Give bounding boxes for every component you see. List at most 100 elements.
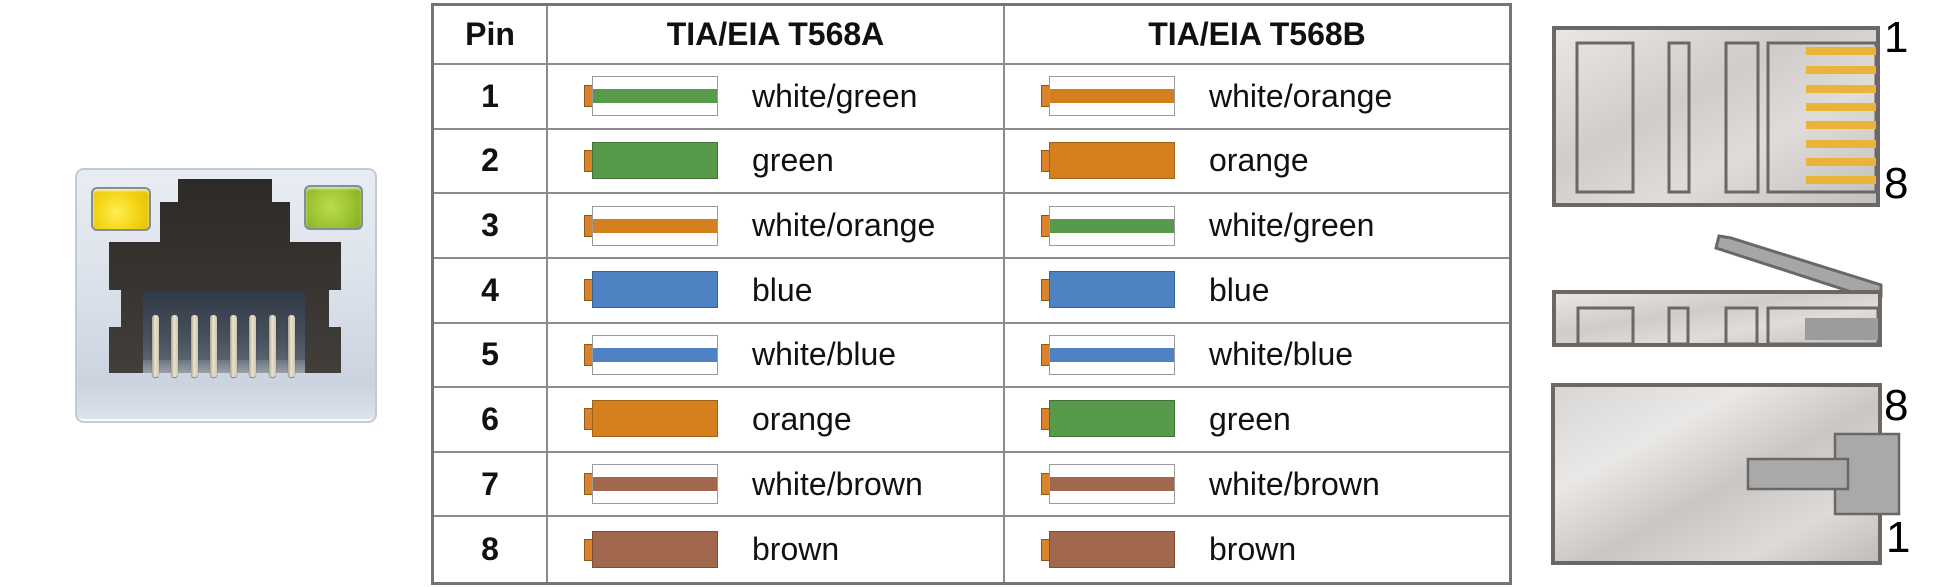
wire-label: blue — [752, 271, 813, 308]
rj45-jack-front-illustration — [75, 168, 377, 423]
wire-label: white/green — [1209, 207, 1375, 244]
pin-number-cell: 5 — [434, 323, 548, 389]
wire-stripe — [1050, 477, 1174, 492]
plug-latch-lever — [1714, 234, 1883, 298]
rj45-plug-bottom-view — [1551, 383, 1901, 565]
wire-color-bar — [1049, 271, 1175, 309]
rj45-plug-side-view — [1552, 234, 1883, 347]
wire-color-bar — [592, 400, 718, 438]
wire-label: orange — [1209, 142, 1309, 179]
wire-swatch-green — [584, 141, 718, 181]
wire-stripe — [593, 89, 717, 104]
jack-pin — [171, 315, 179, 377]
t568b-wire-cell: white/green — [1005, 194, 1509, 259]
wire-swatch-white-orange — [1041, 76, 1175, 117]
wire-label: white/blue — [1209, 336, 1354, 373]
jack-yellow-led — [91, 187, 151, 231]
pin-number-cell: 1 — [434, 65, 548, 130]
t568a-wire-cell: white/brown — [548, 452, 1005, 518]
wire-color-bar — [592, 76, 718, 117]
t568b-wire-cell: green — [1005, 388, 1509, 453]
wire-swatch-white-brown — [584, 464, 718, 505]
jack-pin — [210, 315, 218, 377]
wire-label: brown — [1209, 531, 1297, 568]
t568b-wire-cell: white/blue — [1005, 324, 1509, 389]
t568a-wire-cell: green — [548, 129, 1005, 195]
pin-number-cell: 4 — [434, 258, 548, 324]
wire-swatch-white-green — [584, 76, 718, 117]
wire-swatch-orange — [584, 399, 718, 439]
wire-swatch-brown — [1041, 530, 1175, 570]
jack-pin — [249, 315, 257, 377]
wire-label: white/green — [752, 77, 918, 114]
plug-top-pin1-label: 1 — [1884, 13, 1909, 62]
jack-green-led — [304, 185, 363, 230]
wire-color-bar — [1049, 334, 1175, 375]
wire-label: blue — [1209, 271, 1270, 308]
wire-swatch-white-green — [1041, 205, 1175, 246]
jack-pin — [190, 315, 198, 377]
wire-swatch-orange — [1041, 141, 1175, 181]
wire-stripe — [1050, 347, 1174, 362]
wire-label: brown — [752, 531, 840, 568]
wire-swatch-blue — [1041, 270, 1175, 310]
plug-bottom-pin1-label: 1 — [1886, 513, 1911, 562]
t568a-wire-cell: brown — [548, 517, 1005, 582]
plug-contact-block — [1805, 318, 1878, 340]
pin-number-cell: 7 — [434, 452, 548, 518]
wire-stripe — [593, 347, 717, 362]
wire-stripe — [1050, 89, 1174, 104]
jack-pin — [287, 315, 295, 377]
t568a-wire-cell: blue — [548, 258, 1005, 324]
header-t568b: TIA/EIA T568B — [1005, 6, 1509, 65]
wire-color-bar — [592, 530, 718, 568]
wire-stripe — [593, 477, 717, 492]
wire-color-bar — [1049, 464, 1175, 505]
t568a-wire-cell: white/green — [548, 65, 1005, 130]
wire-label: green — [752, 142, 834, 179]
wire-label: white/blue — [752, 336, 897, 373]
wire-color-bar — [1049, 400, 1175, 438]
t568a-wire-cell: white/orange — [548, 194, 1005, 259]
wire-swatch-green — [1041, 399, 1175, 439]
wire-color-bar — [592, 464, 718, 505]
wire-color-bar — [592, 271, 718, 309]
wire-swatch-white-blue — [1041, 334, 1175, 375]
wire-stripe — [593, 218, 717, 233]
plug-bottom-pin8-label: 8 — [1884, 381, 1909, 430]
plug-gold-contacts — [1806, 47, 1876, 184]
wire-color-bar — [1049, 530, 1175, 568]
pin-number-cell: 6 — [434, 388, 548, 453]
wire-color-bar — [1049, 205, 1175, 246]
wire-swatch-white-blue — [584, 334, 718, 375]
header-t568a: TIA/EIA T568A — [548, 6, 1005, 65]
wire-label: white/orange — [1209, 77, 1393, 114]
t568b-wire-cell: white/orange — [1005, 65, 1509, 130]
jack-pin — [268, 315, 276, 377]
t568b-wire-cell: white/brown — [1005, 453, 1509, 518]
jack-pin — [229, 315, 237, 377]
wire-color-bar — [1049, 76, 1175, 117]
wire-swatch-brown — [584, 530, 718, 570]
pin-number-cell: 2 — [434, 129, 548, 195]
header-pin: Pin — [434, 6, 548, 65]
t568b-wire-cell: brown — [1005, 517, 1509, 582]
wire-swatch-white-brown — [1041, 464, 1175, 505]
wire-swatch-blue — [584, 270, 718, 310]
t568b-wire-cell: orange — [1005, 130, 1509, 195]
jack-pin — [152, 315, 159, 377]
wire-color-bar — [592, 334, 718, 375]
jack-contact-pins — [152, 315, 295, 377]
pinout-table: Pin TIA/EIA T568A TIA/EIA T568B 1 white/g… — [431, 3, 1512, 585]
wire-color-bar — [592, 141, 718, 179]
wire-label: white/brown — [752, 465, 923, 502]
wire-label: white/orange — [752, 207, 936, 244]
t568a-wire-cell: white/blue — [548, 323, 1005, 389]
wire-stripe — [1050, 218, 1174, 233]
rj45-plug-top-view — [1552, 26, 1880, 207]
pin-number-cell: 8 — [434, 517, 548, 582]
plug-top-pin8-label: 8 — [1884, 159, 1909, 208]
t568a-wire-cell: orange — [548, 388, 1005, 453]
t568b-wire-cell: blue — [1005, 259, 1509, 324]
